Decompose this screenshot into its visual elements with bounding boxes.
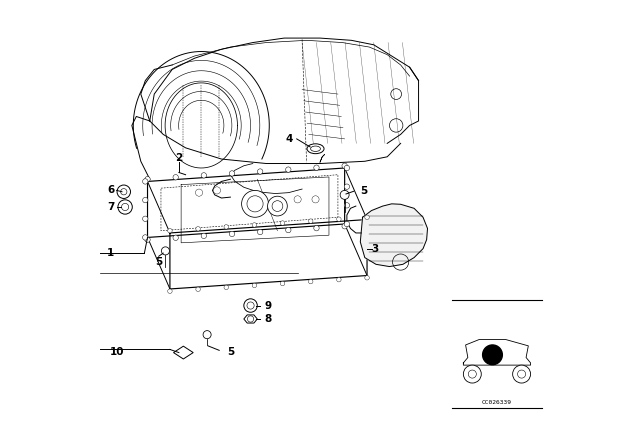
Text: 1: 1: [107, 248, 114, 258]
Circle shape: [340, 190, 349, 199]
Circle shape: [143, 179, 148, 184]
Circle shape: [257, 169, 263, 174]
Circle shape: [195, 189, 203, 196]
Circle shape: [314, 225, 319, 231]
Text: CC026339: CC026339: [482, 400, 512, 405]
Circle shape: [143, 216, 148, 221]
Text: 3: 3: [371, 244, 378, 254]
Circle shape: [312, 196, 319, 203]
Polygon shape: [173, 346, 193, 359]
Circle shape: [344, 184, 349, 190]
Circle shape: [224, 285, 228, 289]
Text: 5: 5: [360, 186, 367, 196]
Circle shape: [117, 185, 131, 198]
Circle shape: [344, 221, 349, 227]
Text: 9: 9: [264, 301, 271, 310]
Circle shape: [483, 345, 502, 365]
Circle shape: [229, 171, 235, 176]
Circle shape: [229, 231, 235, 237]
Polygon shape: [244, 315, 257, 323]
Circle shape: [268, 196, 287, 216]
Text: 5: 5: [155, 257, 163, 267]
Circle shape: [342, 224, 348, 229]
Circle shape: [280, 221, 285, 225]
Circle shape: [314, 165, 319, 170]
Polygon shape: [360, 204, 428, 267]
Text: 7: 7: [107, 202, 115, 212]
Circle shape: [196, 227, 200, 231]
Circle shape: [203, 331, 211, 339]
Circle shape: [168, 228, 172, 233]
Circle shape: [118, 200, 132, 214]
Circle shape: [143, 198, 148, 203]
Circle shape: [201, 172, 207, 178]
Text: 4: 4: [286, 134, 293, 144]
Circle shape: [173, 235, 179, 241]
Circle shape: [337, 217, 341, 221]
Circle shape: [143, 235, 148, 240]
Circle shape: [308, 280, 313, 284]
Circle shape: [365, 215, 369, 220]
Circle shape: [513, 365, 531, 383]
Text: 10: 10: [110, 347, 125, 357]
Circle shape: [145, 177, 150, 182]
Circle shape: [252, 283, 257, 288]
Circle shape: [213, 187, 221, 194]
Circle shape: [342, 163, 348, 168]
Text: 5: 5: [227, 347, 234, 357]
Circle shape: [257, 229, 263, 235]
Circle shape: [244, 299, 257, 312]
Circle shape: [168, 289, 172, 293]
Circle shape: [196, 287, 200, 292]
Ellipse shape: [307, 144, 324, 154]
Circle shape: [161, 247, 170, 255]
Circle shape: [145, 237, 150, 242]
Circle shape: [201, 233, 207, 238]
Circle shape: [337, 277, 341, 282]
Text: 2: 2: [175, 153, 182, 163]
Text: 6: 6: [107, 185, 115, 195]
Circle shape: [285, 167, 291, 172]
Circle shape: [344, 165, 349, 171]
Circle shape: [365, 276, 369, 280]
Circle shape: [294, 196, 301, 203]
Circle shape: [344, 202, 349, 208]
Circle shape: [173, 175, 179, 180]
Circle shape: [285, 228, 291, 233]
Circle shape: [280, 281, 285, 286]
Text: 8: 8: [264, 314, 271, 324]
Circle shape: [463, 365, 481, 383]
Circle shape: [308, 219, 313, 224]
Circle shape: [224, 224, 228, 229]
Circle shape: [242, 190, 269, 217]
Circle shape: [252, 223, 257, 227]
